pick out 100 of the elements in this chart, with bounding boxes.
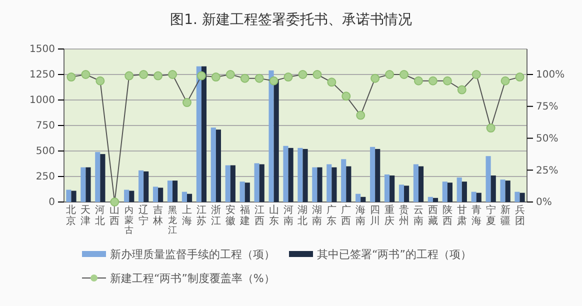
x-tick-label: 上海: [182, 204, 192, 227]
bar: [476, 192, 482, 202]
bar: [129, 190, 134, 202]
bar: [428, 196, 433, 202]
bar: [259, 164, 264, 202]
x-tick-label: 浙江: [210, 204, 221, 227]
bar: [186, 194, 192, 202]
x-tick-label: 湖南: [312, 204, 322, 227]
x-tick-label: 湖北: [298, 204, 308, 227]
bar: [225, 165, 230, 202]
bar: [360, 196, 366, 202]
y-tick-label: 1250: [30, 70, 55, 81]
bar: [514, 192, 520, 202]
bar: [505, 180, 510, 202]
bar: [167, 180, 173, 202]
bar: [66, 190, 72, 202]
bar: [500, 180, 506, 202]
bar: [456, 178, 462, 202]
x-tick-label: 贵州: [399, 204, 410, 227]
x-tick-label: 新疆: [500, 204, 510, 227]
x-tick-label: 河北: [95, 204, 106, 227]
bar: [201, 66, 207, 202]
bar: [210, 128, 216, 202]
bar: [442, 182, 448, 202]
x-tick-label: 四川: [370, 205, 380, 227]
bar: [274, 80, 279, 202]
x-tick-label: 山西: [110, 204, 120, 227]
x-tick-label: 吉林: [152, 204, 164, 227]
x-tick-label: 陕西: [442, 204, 452, 227]
bar: [418, 166, 424, 202]
bar: [86, 167, 91, 202]
x-tick-label: 安徽: [225, 204, 236, 227]
bar: [312, 167, 318, 202]
x-tick-label: 海南: [356, 204, 366, 227]
bar: [404, 186, 410, 202]
x-tick-label: 北京: [66, 204, 76, 227]
bar: [346, 166, 352, 202]
chart-title: 图1. 新建工程签署委托书、承诺书情况: [170, 12, 412, 28]
y-tick-label: 1500: [30, 44, 55, 56]
bar: [317, 167, 322, 202]
y2-tick-label: 0%: [536, 197, 552, 208]
bar: [230, 165, 236, 202]
bar: [80, 167, 86, 202]
bar: [196, 66, 202, 202]
x-tick-label: 天津: [80, 205, 91, 227]
bar: [244, 182, 250, 202]
y2-tick-label: 50%: [536, 133, 558, 144]
bar: [298, 148, 303, 202]
x-tick-label: 江苏: [196, 204, 206, 227]
bar: [486, 156, 491, 202]
bar: [182, 192, 187, 202]
y-tick-label: 1000: [30, 95, 55, 106]
bar: [432, 198, 438, 202]
bar: [370, 146, 376, 202]
bar: [152, 186, 158, 202]
y2-tick-label: 25%: [536, 165, 558, 176]
bar: [356, 194, 361, 202]
legend-label: 新建工程“两书”制度覆盖率（%）: [110, 272, 275, 285]
bar: [462, 182, 467, 202]
legend-label: 其中已签署“两书”的工程（项）: [317, 248, 472, 261]
bar: [71, 190, 76, 202]
bar: [326, 164, 332, 202]
bar: [254, 163, 260, 202]
y-tick-label: 500: [36, 146, 55, 158]
bar: [124, 190, 130, 202]
bar: [398, 184, 404, 202]
bar: [447, 182, 452, 202]
x-tick-label: 重庆: [384, 204, 395, 227]
x-tick-label: 内蒙古: [124, 205, 134, 236]
x-tick-label: 西藏: [428, 205, 438, 227]
bar: [384, 174, 390, 202]
x-tick-label: 辽宁: [138, 204, 149, 227]
bar: [471, 192, 476, 202]
y2-tick-label: 100%: [536, 70, 565, 81]
y2-tick-label: 75%: [536, 102, 558, 113]
legend-label: 新办理质量监督手续的工程（项）: [110, 248, 275, 261]
x-tick-label: 黑龙江: [168, 205, 178, 236]
bar: [288, 148, 294, 202]
x-tick-label: 广东: [326, 204, 337, 227]
bar: [520, 192, 525, 202]
bar: [268, 70, 274, 202]
x-tick-label: 福建: [238, 204, 250, 227]
y-tick-label: 250: [36, 172, 55, 183]
bar: [144, 171, 149, 202]
y-tick-label: 750: [36, 120, 55, 132]
bar: [95, 152, 100, 202]
x-tick-label: 江西: [254, 204, 264, 227]
x-tick-label: 云南: [413, 205, 424, 227]
x-tick-label: 青海: [471, 204, 482, 227]
bar: [283, 146, 288, 202]
bar: [390, 175, 395, 202]
x-tick-label: 河南: [283, 204, 294, 227]
x-tick-label: 山东: [268, 204, 279, 227]
bar: [413, 164, 418, 202]
x-tick-label: 甘肃: [456, 204, 467, 227]
bar: [490, 175, 496, 202]
bar: [332, 167, 337, 202]
bar: [302, 148, 308, 202]
bar: [375, 148, 380, 202]
x-tick-label: 广西: [341, 204, 352, 227]
